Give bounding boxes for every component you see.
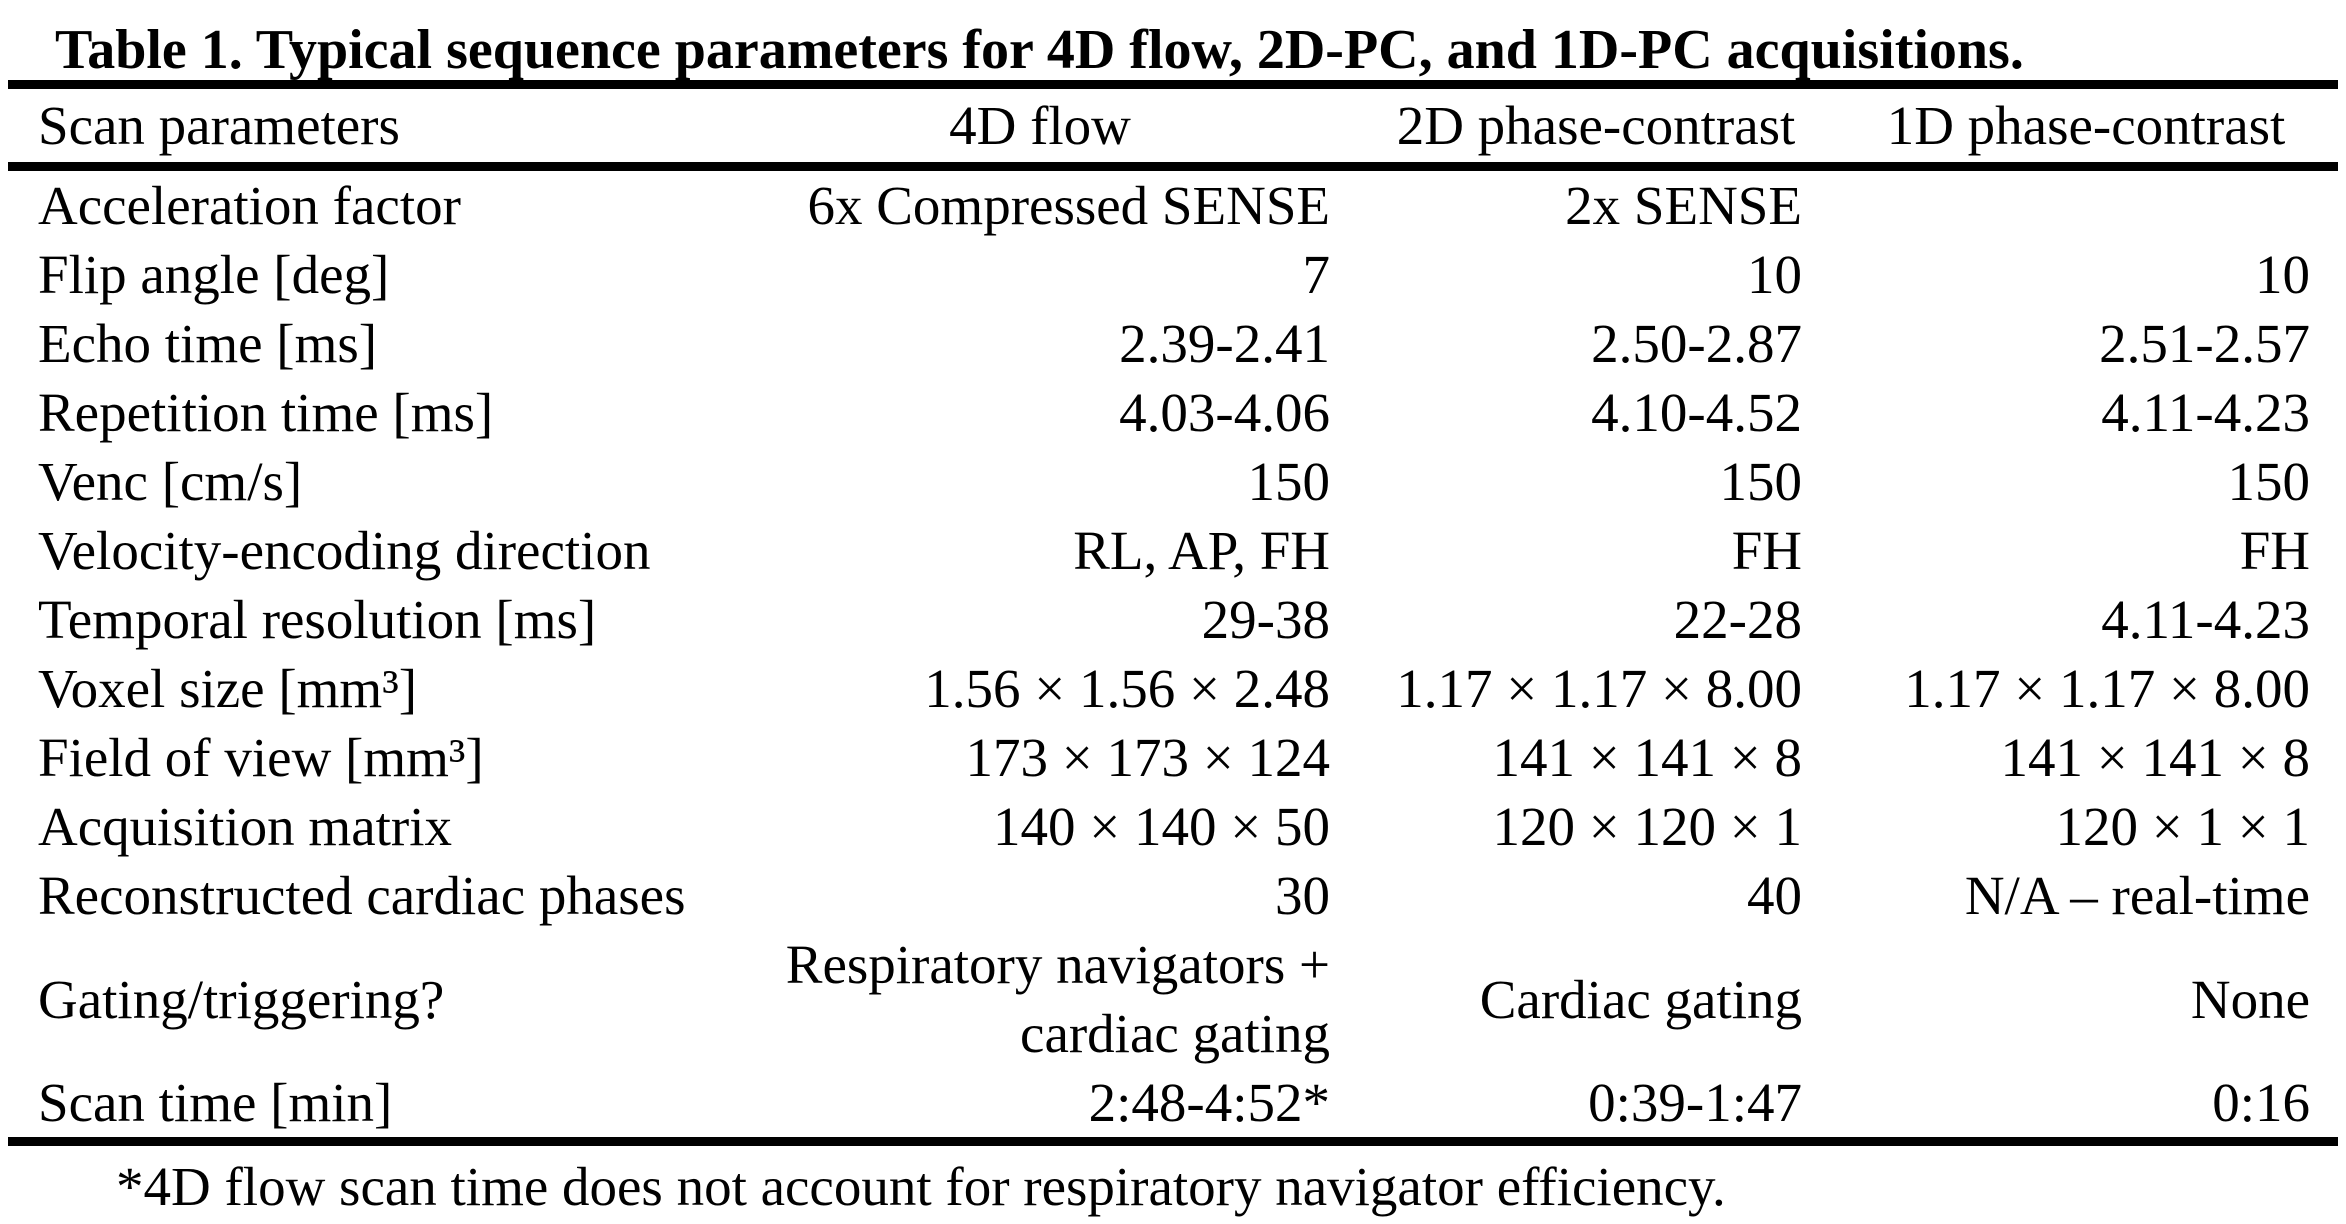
- value-2d-pc: 1.17 × 1.17 × 8.00: [1396, 658, 1802, 719]
- value-1d-pc: 4.11-4.23: [2101, 589, 2310, 650]
- value-4d-flow: 2.39-2.41: [1119, 313, 1330, 374]
- table-row-velocity-encoding-direction: Velocity-encoding direction RL, AP, FH F…: [30, 516, 2340, 585]
- column-header-2d-phase-contrast: 2D phase-contrast: [1396, 95, 1796, 156]
- value-1d-pc: 1.17 × 1.17 × 8.00: [1904, 658, 2310, 719]
- row-label: Repetition time [ms]: [38, 382, 494, 443]
- row-label: Field of view [mm³]: [38, 727, 484, 788]
- value-1d-pc: 10: [2255, 244, 2310, 305]
- value-1d-pc: 0:16: [2212, 1072, 2310, 1133]
- value-1d-pc: [1832, 171, 2340, 240]
- value-4d-flow: 2:48-4:52*: [1088, 1072, 1330, 1133]
- value-2d-pc: 0:39-1:47: [1588, 1072, 1802, 1133]
- header-rule: [8, 162, 2338, 171]
- row-label: Gating/triggering?: [38, 968, 445, 1030]
- value-2d-pc: FH: [1731, 520, 1802, 581]
- bottom-rule: [8, 1137, 2338, 1146]
- table-row-venc: Venc [cm/s] 150 150 150: [30, 447, 2340, 516]
- row-label: Flip angle [deg]: [38, 244, 390, 305]
- value-4d-flow: 29-38: [1201, 589, 1330, 650]
- value-4d-flow: 1.56 × 1.56 × 2.48: [924, 658, 1330, 719]
- value-2d-pc: Cardiac gating: [1479, 968, 1802, 1030]
- table-footnote: *4D flow scan time does not account for …: [116, 1156, 1726, 1217]
- row-label: Venc [cm/s]: [38, 451, 303, 512]
- value-4d-flow: 6x Compressed SENSE: [807, 175, 1331, 236]
- row-label: Acceleration factor: [38, 175, 461, 236]
- row-label: Reconstructed cardiac phases: [38, 865, 686, 926]
- row-label: Acquisition matrix: [38, 796, 452, 857]
- table-row-echo-time: Echo time [ms] 2.39-2.41 2.50-2.87 2.51-…: [30, 309, 2340, 378]
- value-2d-pc: 2.50-2.87: [1591, 313, 1802, 374]
- value-2d-pc: 40: [1747, 865, 1802, 926]
- row-label: Echo time [ms]: [38, 313, 378, 374]
- table-title: Table 1. Typical sequence parameters for…: [55, 19, 2024, 81]
- table-row-temporal-resolution: Temporal resolution [ms] 29-38 22-28 4.1…: [30, 585, 2340, 654]
- value-1d-pc: FH: [2239, 520, 2310, 581]
- column-header-1d-phase-contrast: 1D phase-contrast: [1886, 95, 2286, 156]
- row-label: Voxel size [mm³]: [38, 658, 418, 719]
- title-rule: [8, 80, 2338, 89]
- value-1d-pc: None: [2190, 968, 2310, 1030]
- header-row: Scan parameters 4D flow 2D phase-contras…: [30, 89, 2340, 162]
- body-table: Acceleration factor 6x Compressed SENSE …: [30, 171, 2340, 1137]
- value-4d-flow: 150: [1247, 451, 1331, 512]
- table-row-scan-time: Scan time [min] 2:48-4:52* 0:39-1:47 0:1…: [30, 1068, 2340, 1137]
- value-2d-pc: 2x SENSE: [1565, 175, 1802, 236]
- value-4d-flow: 173 × 173 × 124: [965, 727, 1330, 788]
- table-row-voxel-size: Voxel size [mm³] 1.56 × 1.56 × 2.48 1.17…: [30, 654, 2340, 723]
- value-4d-flow: 7: [1302, 244, 1331, 305]
- value-4d-flow: 140 × 140 × 50: [992, 796, 1330, 857]
- table-row-field-of-view: Field of view [mm³] 173 × 173 × 124 141 …: [30, 723, 2340, 792]
- value-1d-pc: 120 × 1 × 1: [2055, 796, 2310, 857]
- column-header-scan-parameters: Scan parameters: [38, 95, 400, 156]
- table-row-gating-triggering: Gating/triggering? Respiratory navigator…: [30, 930, 2340, 1068]
- table-row-flip-angle: Flip angle [deg] 7 10 10: [30, 240, 2340, 309]
- value-2d-pc: 141 × 141 × 8: [1492, 727, 1802, 788]
- row-label: Temporal resolution [ms]: [38, 589, 597, 650]
- table-row-acquisition-matrix: Acquisition matrix 140 × 140 × 50 120 × …: [30, 792, 2340, 861]
- value-2d-pc: 22-28: [1673, 589, 1802, 650]
- value-4d-flow: Respiratory navigators + cardiac gating: [785, 934, 1330, 1064]
- value-1d-pc: 150: [2227, 451, 2311, 512]
- value-1d-pc: 141 × 141 × 8: [2000, 727, 2310, 788]
- table-row-repetition-time: Repetition time [ms] 4.03-4.06 4.10-4.52…: [30, 378, 2340, 447]
- value-1d-pc: 4.11-4.23: [2101, 382, 2310, 443]
- value-2d-pc: 120 × 120 × 1: [1492, 796, 1802, 857]
- column-header-4d-flow: 4D flow: [949, 95, 1131, 156]
- value-1d-pc: 2.51-2.57: [2099, 313, 2310, 374]
- row-label: Velocity-encoding direction: [38, 520, 651, 581]
- header-table: Scan parameters 4D flow 2D phase-contras…: [30, 89, 2340, 162]
- value-2d-pc: 10: [1747, 244, 1802, 305]
- table-row-reconstructed-cardiac-phases: Reconstructed cardiac phases 30 40 N/A –…: [30, 861, 2340, 930]
- value-2d-pc: 4.10-4.52: [1591, 382, 1802, 443]
- value-4d-flow: 4.03-4.06: [1119, 382, 1330, 443]
- value-2d-pc: 150: [1719, 451, 1803, 512]
- table-row-acceleration-factor: Acceleration factor 6x Compressed SENSE …: [30, 171, 2340, 240]
- value-4d-flow: 30: [1275, 865, 1330, 926]
- value-1d-pc: N/A – real-time: [1964, 865, 2310, 926]
- value-4d-flow: RL, AP, FH: [1073, 520, 1330, 581]
- row-label: Scan time [min]: [38, 1072, 393, 1133]
